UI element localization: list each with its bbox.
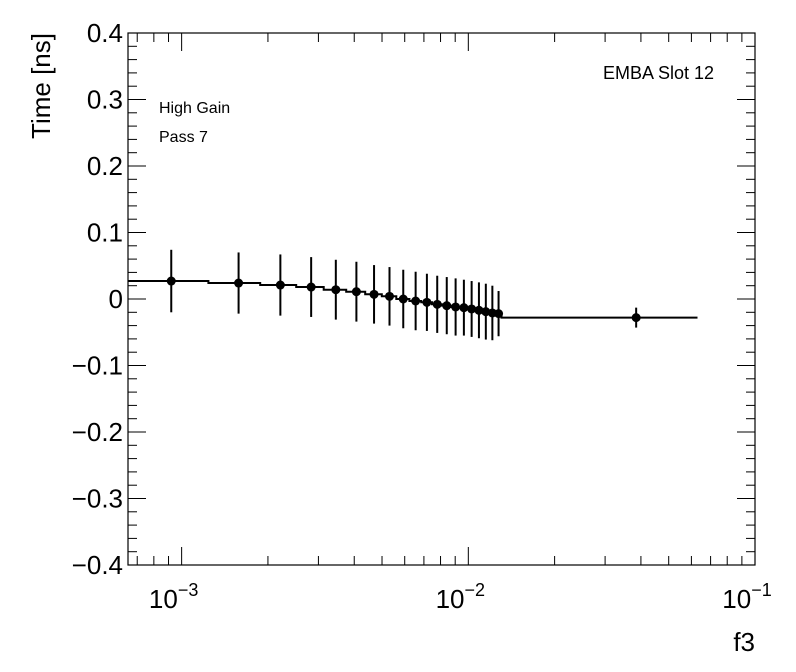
- plot-frame: [127, 32, 756, 566]
- data-point: [275, 254, 285, 316]
- y-tick-labels: 0.4 0.3 0.2 0.1 0 −0.1 −0.2 −0.3 −0.4: [72, 18, 123, 580]
- data-point: [398, 269, 408, 329]
- header-label: EMBA Slot 12: [603, 63, 714, 83]
- point-marker: [166, 276, 176, 286]
- y-tick-label: 0.1: [87, 218, 123, 248]
- x-axis-title: f3: [733, 627, 755, 657]
- y-tick-label: −0.3: [72, 484, 123, 514]
- data-point: [234, 252, 244, 314]
- gain-label: High Gain: [159, 100, 230, 117]
- data-point: [467, 281, 477, 337]
- y-axis-title: Time [ns]: [26, 33, 56, 139]
- y-tick-label: 0.3: [87, 85, 123, 115]
- data-point: [422, 273, 432, 331]
- x-tick-label: 10−2: [436, 580, 485, 614]
- point-marker: [306, 282, 316, 292]
- y-tick-label: 0: [109, 284, 123, 314]
- data-point: [432, 275, 442, 333]
- point-marker: [442, 301, 452, 311]
- point-marker: [275, 280, 285, 290]
- point-marker: [631, 313, 641, 323]
- point-marker: [494, 309, 504, 319]
- data-point: [451, 278, 461, 336]
- y-tick-label: −0.4: [72, 550, 123, 580]
- point-marker: [467, 304, 477, 314]
- pass-label: Pass 7: [159, 129, 208, 146]
- data-point: [442, 277, 452, 335]
- point-marker: [398, 294, 408, 304]
- x-tick-label: 10−1: [722, 580, 771, 614]
- point-marker: [331, 285, 341, 295]
- point-marker: [459, 303, 469, 313]
- data-point: [369, 265, 379, 324]
- data-point: [459, 279, 469, 336]
- data-point: [166, 249, 176, 313]
- data-points: [166, 249, 641, 341]
- data-point: [351, 261, 361, 322]
- data-point: [631, 307, 641, 328]
- point-marker: [451, 302, 461, 312]
- data-point: [494, 291, 504, 337]
- data-point: [385, 267, 395, 326]
- point-marker: [411, 296, 421, 306]
- point-marker: [422, 297, 432, 307]
- data-point: [331, 259, 341, 320]
- data-point: [306, 257, 316, 317]
- point-marker: [351, 287, 361, 297]
- x-tick-labels: 10−3 10−2 10−1: [149, 580, 772, 614]
- point-marker: [432, 299, 442, 309]
- point-marker: [474, 305, 484, 315]
- y-tick-label: −0.2: [72, 417, 123, 447]
- point-marker: [234, 278, 244, 288]
- data-point: [474, 282, 484, 339]
- y-tick-label: −0.1: [72, 351, 123, 381]
- y-tick-label: 0.2: [87, 151, 123, 181]
- x-tick-label: 10−3: [149, 580, 198, 614]
- point-marker: [369, 289, 379, 299]
- point-marker: [385, 291, 395, 301]
- y-tick-label: 0.4: [87, 18, 123, 48]
- data-point: [411, 271, 421, 331]
